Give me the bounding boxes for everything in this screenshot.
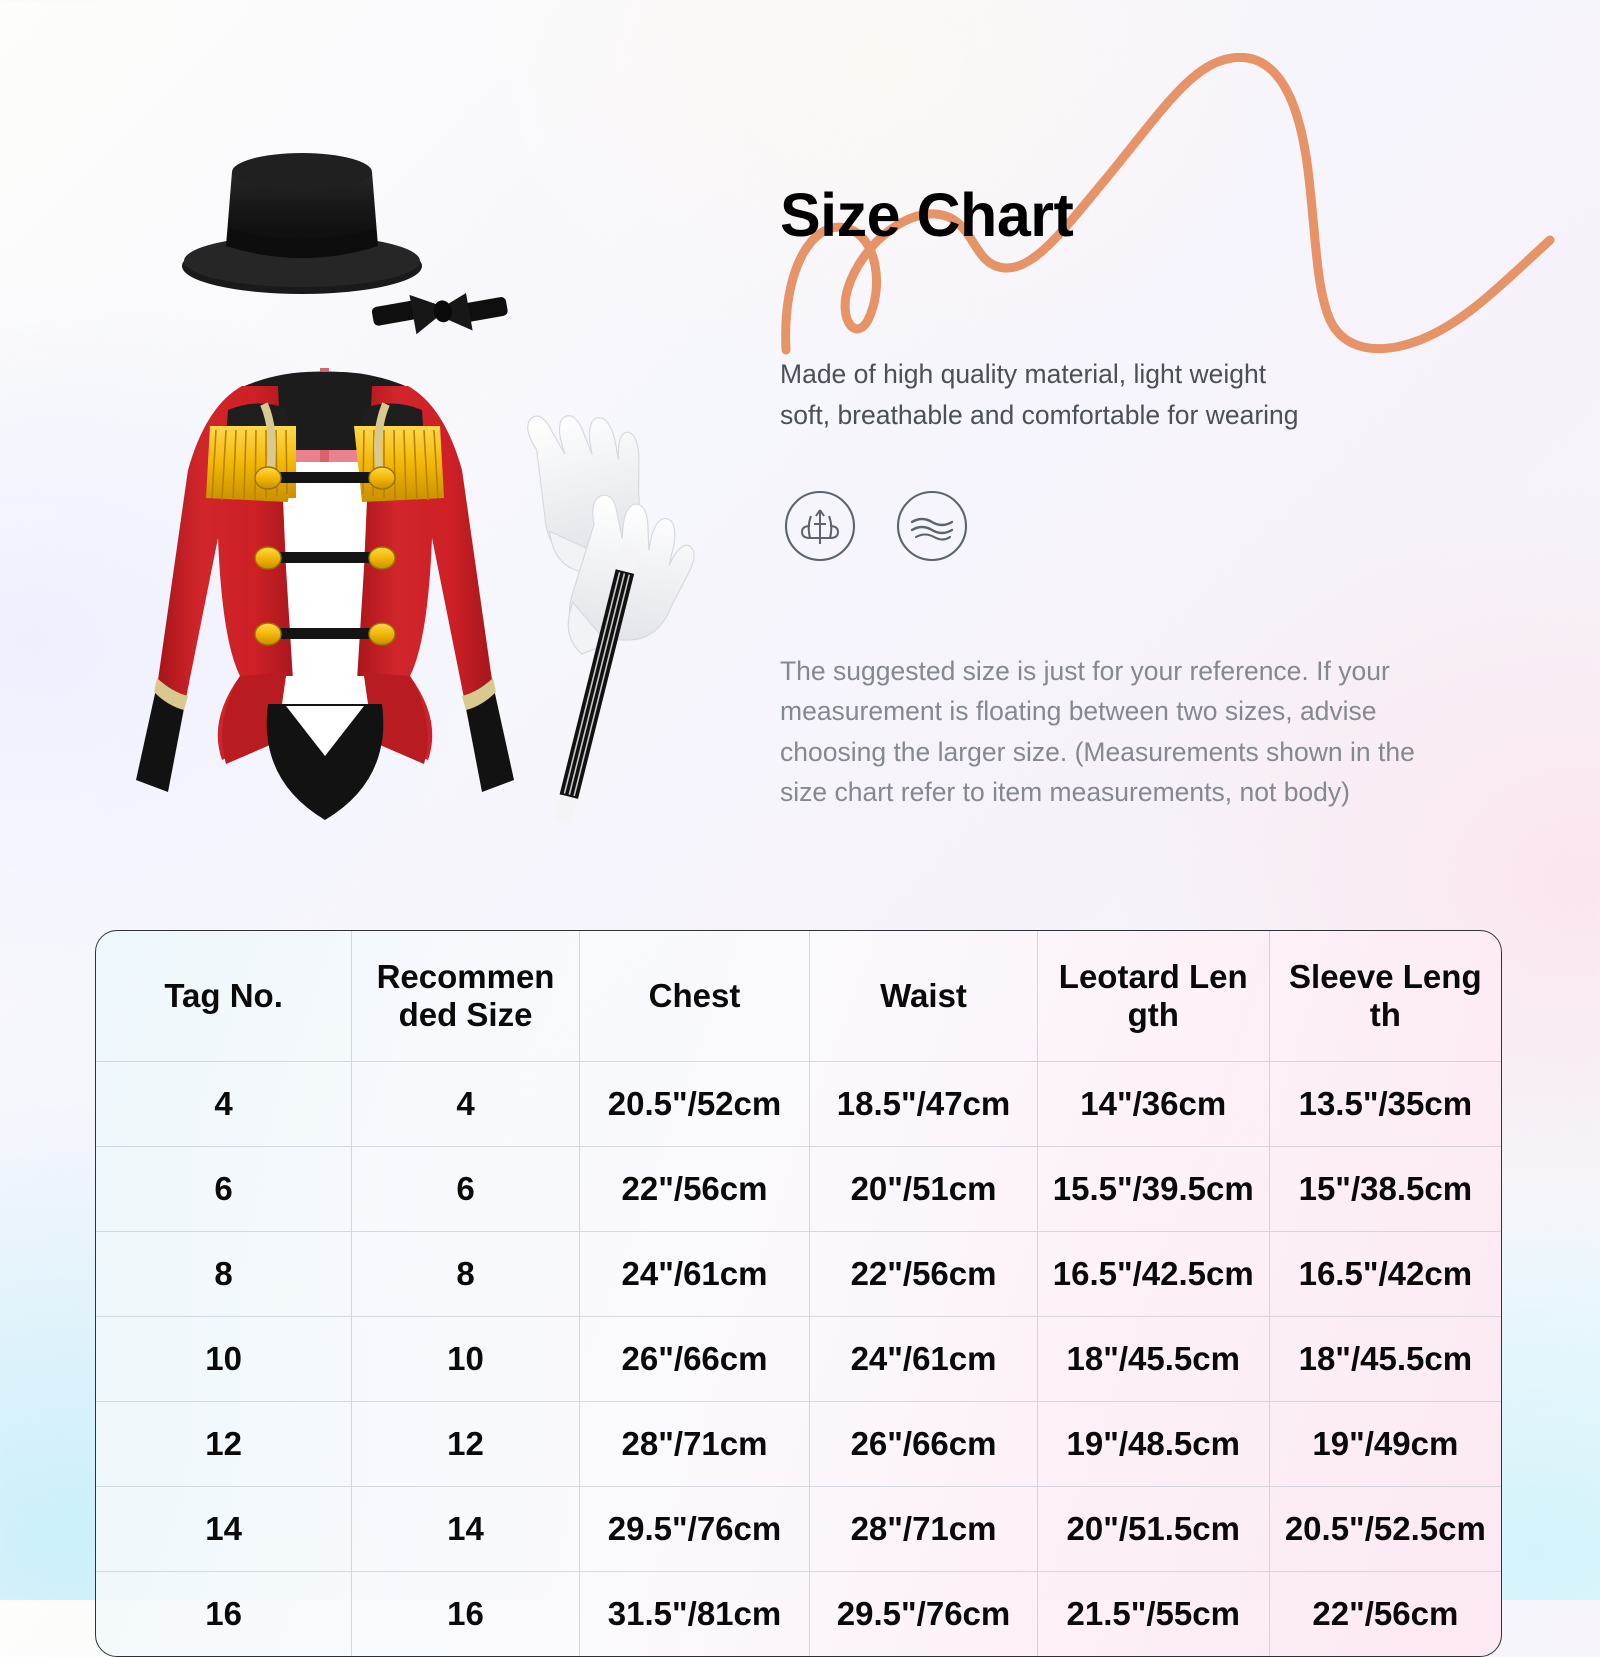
- table-cell-tag-no: 10: [96, 1316, 353, 1402]
- table-cell-sleeve-length: 18"/45.5cm: [1298, 1340, 1473, 1378]
- table-cell-sleeve-length: 20.5"/52.5cm: [1284, 1510, 1486, 1548]
- breathable-waves-icon: [892, 486, 972, 566]
- feature-icon-row: [780, 486, 1500, 566]
- table-cell-recommended-size: 16: [351, 1571, 580, 1656]
- size-table-container: Tag No. Recommen ded Size Chest Waist Leo…: [95, 930, 1502, 1657]
- lightweight-icon: [780, 486, 860, 566]
- decorative-squiggle: [760, 20, 1600, 380]
- info-column: Size Chart Made of high quality material…: [780, 185, 1500, 812]
- table-cell-waist: 29.5"/76cm: [809, 1571, 1038, 1656]
- table-cell-tag-no: 4: [96, 1061, 353, 1147]
- table-row: 6 6 22"/56cm 20"/51cm 15.5"/39.5cm 15"/38.5cm: [96, 1146, 1501, 1232]
- column-header-waist: Waist: [809, 931, 1038, 1062]
- table-cell-leotard-length: 15.5"/39.5cm: [1037, 1146, 1270, 1232]
- table-cell-leotard-length: 20"/51.5cm: [1037, 1486, 1270, 1572]
- table-cell-waist: 18.5"/47cm: [809, 1061, 1038, 1147]
- table-cell-waist: 28"/71cm: [809, 1486, 1038, 1572]
- table-row: 10 10 26"/66cm 24"/61cm 18"/45.5cm 18"/45.5cm: [96, 1316, 1501, 1402]
- page-title: Size Chart: [780, 181, 1074, 249]
- note-line-2: measurement is floating between two size…: [780, 696, 1377, 727]
- table-cell-recommended-size: 4: [351, 1061, 580, 1147]
- table-cell-recommended-size: 14: [351, 1486, 580, 1572]
- table-row: 14 14 29.5"/76cm 28"/71cm 20"/51.5cm 20.5"/52…: [96, 1486, 1501, 1572]
- intro-line-2: soft, breathable and comfortable for wea…: [780, 400, 1299, 431]
- bow-tie-graphic: [371, 293, 508, 335]
- table-row: 16 16 31.5"/81cm 29.5"/76cm 21.5"/55cm 22"/56…: [96, 1571, 1501, 1656]
- table-cell-sleeve-length: 15"/38.5cm: [1298, 1170, 1473, 1208]
- column-header-chest: Chest: [579, 931, 811, 1062]
- table-cell-chest: 22"/56cm: [579, 1146, 811, 1232]
- table-cell-sleeve-length: 16.5"/42cm: [1298, 1255, 1473, 1293]
- table-cell-waist: 22"/56cm: [809, 1231, 1038, 1317]
- table-cell-recommended-size: 10: [351, 1316, 580, 1402]
- table-cell-recommended-size: 8: [351, 1231, 580, 1317]
- table-row: 12 12 28"/71cm 26"/66cm 19"/48.5cm 19"/49cm: [96, 1401, 1501, 1487]
- table-cell-chest: 24"/61cm: [579, 1231, 811, 1317]
- table-cell-recommended-size: 6: [351, 1146, 580, 1232]
- table-cell-waist: 26"/66cm: [809, 1401, 1038, 1487]
- size-note: The suggested size is just for your refe…: [780, 651, 1490, 812]
- gold-fringe-left: [206, 402, 296, 502]
- column-header-recommended-size: Recommen ded Size: [351, 931, 580, 1062]
- table-cell-sleeve-length: 19"/49cm: [1312, 1425, 1459, 1463]
- product-image: [110, 120, 730, 850]
- table-cell-leotard-length: 14"/36cm: [1037, 1061, 1270, 1147]
- table-header-row: Tag No. Recommen ded Size Chest Waist Leo…: [96, 931, 1501, 1062]
- table-cell-chest: 20.5"/52cm: [579, 1061, 811, 1147]
- top-hat-graphic: [182, 153, 422, 294]
- table-cell-leotard-length: 16.5"/42.5cm: [1037, 1231, 1270, 1317]
- table-cell-chest: 28"/71cm: [579, 1401, 811, 1487]
- magic-wand-graphic: [553, 544, 640, 824]
- table-cell-tag-no: 6: [96, 1146, 353, 1232]
- column-header-sleeve-length: Sleeve Leng th: [1289, 958, 1482, 1033]
- table-cell-leotard-length: 21.5"/55cm: [1037, 1571, 1270, 1656]
- table-cell-leotard-length: 18"/45.5cm: [1037, 1316, 1270, 1402]
- note-line-3: choosing the larger size. (Measurements …: [780, 736, 1415, 767]
- intro-text: Made of high quality material, light wei…: [780, 354, 1380, 436]
- note-line-1: The suggested size is just for your refe…: [780, 656, 1390, 687]
- table-row: 8 8 24"/61cm 22"/56cm 16.5"/42.5cm 16.5"/42cm: [96, 1231, 1501, 1317]
- table-cell-recommended-size: 12: [351, 1401, 580, 1487]
- table-cell-chest: 29.5"/76cm: [579, 1486, 811, 1572]
- table-cell-sleeve-length: 13.5"/35cm: [1298, 1085, 1473, 1123]
- size-chart-page: Size Chart Made of high quality material…: [95, 20, 1600, 1657]
- table-cell-leotard-length: 19"/48.5cm: [1037, 1401, 1270, 1487]
- table-cell-waist: 20"/51cm: [809, 1146, 1038, 1232]
- table-body: 4 4 20.5"/52cm 18.5"/47cm 14"/36cm 13.5"/35cm…: [96, 1061, 1501, 1656]
- size-table: Tag No. Recommen ded Size Chest Waist Leo…: [96, 931, 1501, 1656]
- table-cell-tag-no: 16: [96, 1571, 353, 1656]
- table-cell-tag-no: 8: [96, 1231, 353, 1317]
- ringmaster-leotard-graphic: [136, 368, 514, 820]
- table-cell-sleeve-length: 22"/56cm: [1312, 1595, 1459, 1633]
- note-line-4: size chart refer to item measurements, n…: [780, 776, 1350, 807]
- column-header-tag-no: Tag No.: [96, 931, 353, 1062]
- table-cell-chest: 26"/66cm: [579, 1316, 811, 1402]
- table-cell-chest: 31.5"/81cm: [579, 1571, 811, 1656]
- table-cell-waist: 24"/61cm: [809, 1316, 1038, 1402]
- table-row: 4 4 20.5"/52cm 18.5"/47cm 14"/36cm 13.5"/35cm: [96, 1061, 1501, 1147]
- table-cell-tag-no: 14: [96, 1486, 353, 1572]
- column-header-leotard-length: Leotard Len gth: [1037, 931, 1270, 1062]
- gold-buttons: [254, 466, 396, 646]
- table-cell-tag-no: 12: [96, 1401, 353, 1487]
- intro-line-1: Made of high quality material, light wei…: [780, 359, 1267, 389]
